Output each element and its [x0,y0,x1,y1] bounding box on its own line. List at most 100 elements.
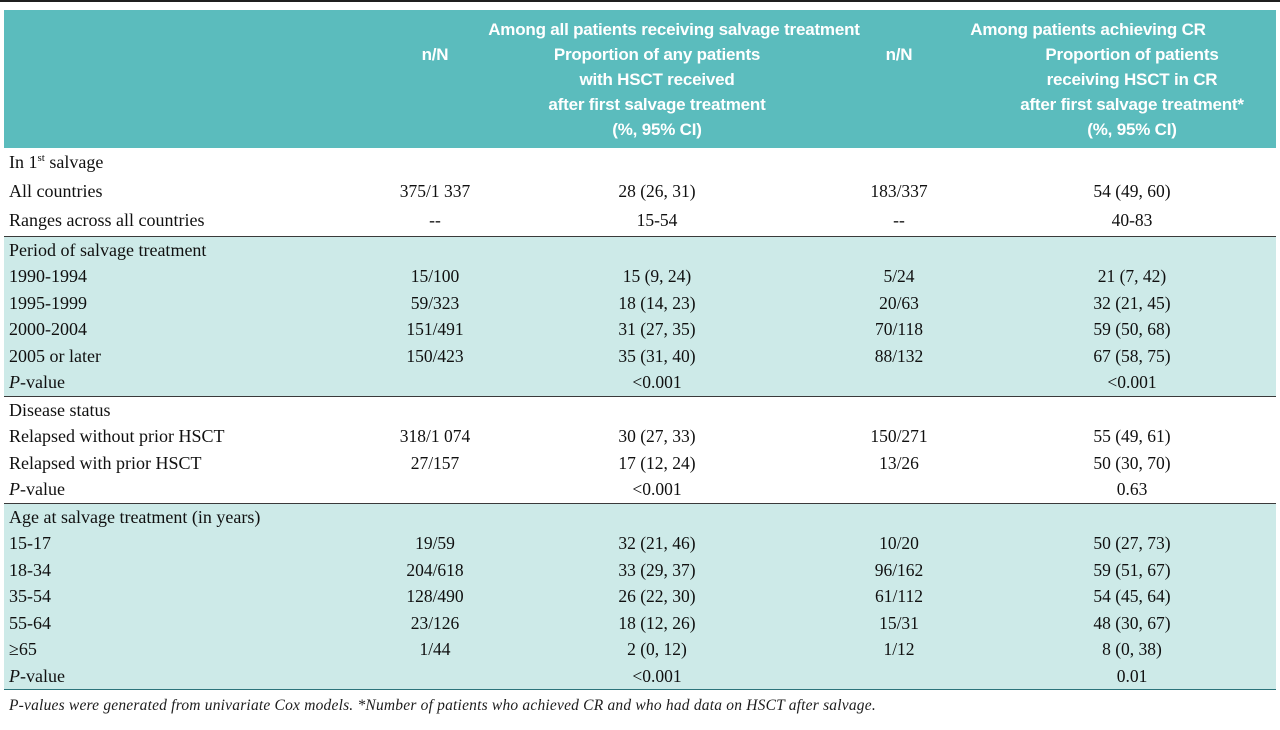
n-over-N-cell [366,237,504,264]
table-row: P-value <0.001 0.01 [4,663,1276,690]
proportion-ci-cell: 32 (21, 46) [618,533,696,554]
n-over-N-cell [366,369,504,396]
row-label: Relapsed with prior HSCT [9,452,202,473]
row-label: P-value [9,479,65,500]
proportion-ci-cell: 8 (0, 38) [1102,639,1162,660]
table-row: P-value <0.001 0.63 [4,476,1276,503]
n-over-N-cell [810,504,988,531]
n-over-N-cell: 13/26 [879,452,919,473]
table-body: In 1st salvage All countries 375/1 337 28 (… [4,148,1276,691]
proportion-ci-cell [988,504,1276,531]
col-header-n-over-N-1: n/N [366,17,504,142]
n-over-N-cell: 150/423 [406,345,464,366]
n-over-N-cell [810,397,988,424]
table-footnote: P-values were generated from univariate … [9,697,876,715]
table-row: 1990-1994 15/100 15 (9, 24) 5/24 21 (7, 42) [4,263,1276,290]
table-row: Period of salvage treatment [4,237,1276,264]
table-section: Age at salvage treatment (in years) 15-17… [4,502,1276,690]
proportion-ci-cell [504,148,810,177]
n-over-N-cell [366,397,504,424]
row-label: Relapsed without prior HSCT [9,426,225,447]
figure-top-rule [0,0,1280,2]
table-row: Relapsed without prior HSCT 318/1 074 30 (… [4,423,1276,450]
table-row: 35-54 128/490 26 (22, 30) 61/112 54 (45, 64) [4,583,1276,610]
proportion-ci-cell: 59 (51, 67) [1093,559,1171,580]
table-row: Ranges across all countries -- 15-54 -- 40-8… [4,206,1276,235]
n-over-N-cell: 150/271 [870,426,928,447]
proportion-ci-cell: 31 (27, 35) [618,319,696,340]
proportion-ci-cell: 40-83 [1111,210,1153,231]
n-over-N-cell [366,148,504,177]
row-label: 18-34 [9,559,51,580]
proportion-ci-cell: 32 (21, 45) [1093,292,1171,313]
proportion-ci-cell [504,397,810,424]
table-row: Age at salvage treatment (in years) [4,504,1276,531]
n-over-N-label: n/N [885,45,913,64]
proportion-ci-cell: 28 (26, 31) [618,181,696,202]
proportion-ci-cell: <0.001 [632,479,682,500]
n-over-N-cell: 19/59 [415,533,455,554]
header-line: with HSCT received [579,70,735,89]
n-over-N-cell [810,476,988,503]
group-title-cr: Among patients achieving CR [970,20,1206,39]
col-header-proportion-2: Among patients achieving CR Proportion o… [970,17,1276,142]
table-row: Relapsed with prior HSCT 27/157 17 (12, 24… [4,450,1276,477]
study-table-figure: n/N Among all patients receiving salvage… [0,2,1280,715]
n-over-N-cell: 59/323 [410,292,460,313]
n-over-N-cell: 70/118 [875,319,923,340]
proportion-ci-cell: 48 (30, 67) [1093,612,1171,633]
header-line: Proportion of any patients [553,45,761,64]
row-label: P-value [9,665,65,686]
col-header-proportion-1: Among all patients receiving salvage tre… [488,17,860,142]
n-over-N-cell [366,504,504,531]
table-row: 55-64 23/126 18 (12, 26) 15/31 48 (30, 67) [4,610,1276,637]
row-label: Ranges across all countries [9,210,205,231]
n-over-N-cell: 5/24 [883,266,915,287]
n-over-N-cell: 1/12 [883,639,915,660]
table-row: Disease status [4,397,1276,424]
header-line: (%, 95% CI) [1087,120,1177,139]
row-label: 15-17 [9,533,51,554]
proportion-ci-cell: 17 (12, 24) [618,452,696,473]
proportion-ci-cell: 54 (49, 60) [1093,181,1171,202]
proportion-ci-cell: 50 (30, 70) [1093,452,1171,473]
group-title-salvage: Among all patients receiving salvage tre… [488,20,860,39]
row-label: 2000-2004 [9,319,87,340]
n-over-N-cell: 128/490 [406,586,464,607]
n-over-N-cell: 88/132 [874,345,924,366]
n-over-N-cell: -- [429,210,441,231]
n-over-N-cell: 151/491 [406,319,464,340]
row-label: All countries [9,181,103,202]
row-label: Age at salvage treatment (in years) [9,506,261,527]
row-label: Disease status [9,399,111,420]
table-section: Disease status Relapsed without prior HSC… [4,395,1276,503]
header-line: after first salvage treatment* [1020,95,1244,114]
row-label: In 1st salvage [9,152,104,172]
header-line: Proportion of patients [1045,45,1219,64]
proportion-ci-cell: 18 (14, 23) [618,292,696,313]
proportion-ci-cell: 59 (50, 68) [1093,319,1171,340]
n-over-N-cell: 318/1 074 [399,426,471,447]
n-over-N-cell: 20/63 [879,292,919,313]
row-label: 1995-1999 [9,292,87,313]
proportion-ci-cell [988,237,1276,264]
proportion-ci-cell: <0.001 [1107,372,1157,393]
proportion-ci-cell: 15 (9, 24) [622,266,692,287]
row-label: 1990-1994 [9,266,87,287]
n-over-N-cell: 15/31 [879,612,919,633]
n-over-N-cell [366,476,504,503]
n-over-N-cell: 10/20 [879,533,919,554]
row-label: 35-54 [9,586,51,607]
proportion-ci-cell: 0.63 [1116,479,1148,500]
row-label: Period of salvage treatment [9,239,207,260]
table-section: Period of salvage treatment 1990-1994 15/1… [4,235,1276,396]
n-over-N-cell [366,663,504,690]
col-header-n-over-N-2: n/N [810,17,988,142]
table-header-row: n/N Among all patients receiving salvage… [4,17,1276,142]
row-label: P-value [9,372,65,393]
proportion-ci-cell: <0.001 [632,665,682,686]
proportion-ci-cell: 18 (12, 26) [618,612,696,633]
table-row: ≥65 1/44 2 (0, 12) 1/12 8 (0, 38) [4,636,1276,663]
table-row: P-value <0.001 <0.001 [4,369,1276,396]
proportion-ci-cell: 2 (0, 12) [627,639,687,660]
